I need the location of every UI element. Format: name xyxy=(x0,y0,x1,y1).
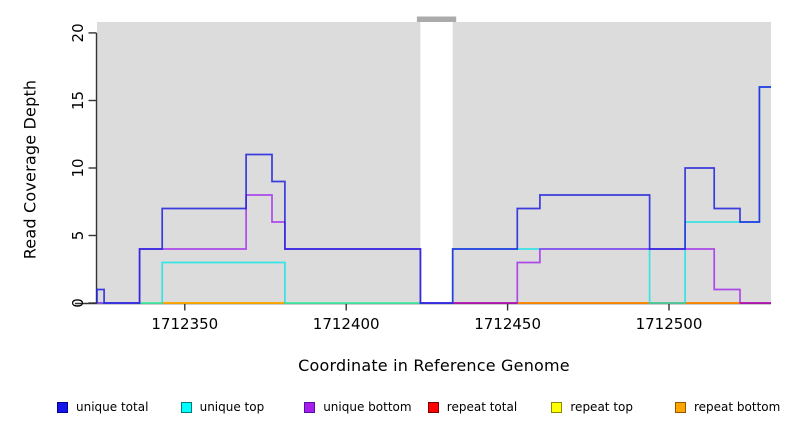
x-tick-label: 1712450 xyxy=(474,315,541,333)
legend-swatch xyxy=(57,401,68,413)
legend-label: unique top xyxy=(199,400,265,414)
legend-swatch xyxy=(551,401,563,413)
legend-label: repeat bottom xyxy=(694,400,781,414)
x-tick-label: 1712400 xyxy=(313,315,380,333)
legend-swatch xyxy=(427,401,439,413)
y-tick-label: 0 xyxy=(69,298,87,308)
x-axis-title: Coordinate in Reference Genome xyxy=(298,356,570,375)
series-line-unique-total xyxy=(96,86,771,304)
coverage-gap-band xyxy=(420,22,453,303)
legend: unique total unique top unique bottom repea… xyxy=(0,398,792,420)
legend-swatch xyxy=(304,401,316,413)
legend-item-unique-total: unique total xyxy=(57,398,148,416)
gap-top-notch xyxy=(416,16,457,22)
legend-label: unique total xyxy=(76,400,149,414)
legend-item-repeat-top: repeat top xyxy=(551,398,633,416)
y-tick-label: 20 xyxy=(69,23,87,42)
legend-item-unique-bottom: unique bottom xyxy=(304,398,412,416)
x-tick-label: 1712500 xyxy=(636,315,703,333)
y-tick-label: 10 xyxy=(69,158,87,177)
y-tick-label: 5 xyxy=(69,231,87,241)
y-axis-title: Read Coverage Depth xyxy=(20,79,40,260)
legend-item-unique-top: unique top xyxy=(180,398,265,416)
y-tick-label: 15 xyxy=(69,91,87,110)
legend-swatch xyxy=(675,401,686,413)
legend-label: unique bottom xyxy=(323,400,412,414)
legend-item-repeat-total: repeat total xyxy=(427,398,518,416)
legend-item-repeat-bottom: repeat bottom xyxy=(675,398,780,416)
legend-swatch xyxy=(180,401,192,413)
x-tick-label: 1712350 xyxy=(151,315,218,333)
legend-label: repeat top xyxy=(570,400,633,414)
legend-label: repeat total xyxy=(446,400,518,414)
